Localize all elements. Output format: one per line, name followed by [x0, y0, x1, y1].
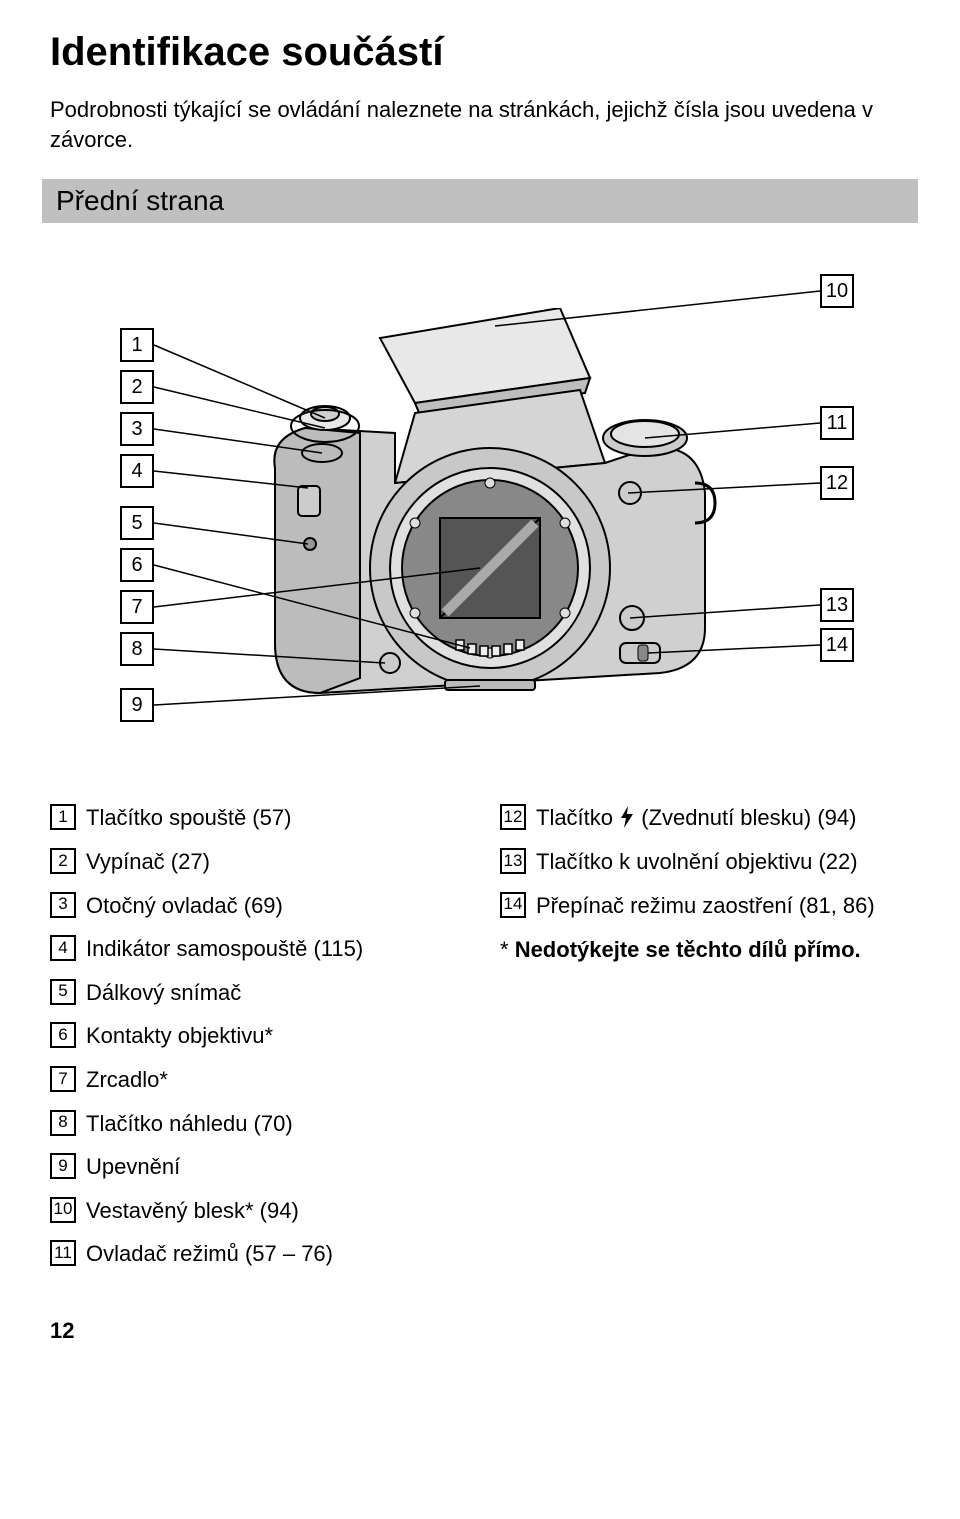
- callout-2: 2: [120, 370, 154, 404]
- item-number: 12: [500, 804, 526, 830]
- item-text: Upevnění: [86, 1147, 460, 1187]
- list-item: 4 Indikátor samospouště (115): [50, 929, 460, 969]
- list-item: 3 Otočný ovladač (69): [50, 886, 460, 926]
- item-number: 7: [50, 1066, 76, 1092]
- item-number: 11: [50, 1240, 76, 1266]
- callout-14: 14: [820, 628, 854, 662]
- list-item: 8 Tlačítko náhledu (70): [50, 1104, 460, 1144]
- item-text: Otočný ovladač (69): [86, 886, 460, 926]
- parts-list-right: 12 Tlačítko (Zvednutí blesku) (94) 13 Tlačí…: [500, 798, 910, 1278]
- item-text: Vypínač (27): [86, 842, 460, 882]
- item-number: 9: [50, 1153, 76, 1179]
- camera-diagram: 1234567891011121314: [50, 248, 910, 768]
- callout-7: 7: [120, 590, 154, 624]
- item-text: Tlačítko náhledu (70): [86, 1104, 460, 1144]
- list-item: 2 Vypínač (27): [50, 842, 460, 882]
- intro-text: Podrobnosti týkající se ovládání nalezne…: [50, 95, 910, 154]
- item-text: Zrcadlo*: [86, 1060, 460, 1100]
- list-item: 10 Vestavěný blesk* (94): [50, 1191, 460, 1231]
- page-title: Identifikace součástí: [50, 30, 910, 75]
- item-text: Vestavěný blesk* (94): [86, 1191, 460, 1231]
- camera-illustration: [250, 308, 730, 728]
- callout-12: 12: [820, 466, 854, 500]
- callout-9: 9: [120, 688, 154, 722]
- item-text: Ovladač režimů (57 – 76): [86, 1234, 460, 1274]
- footnote: * Nedotýkejte se těchto dílů přímo.: [500, 933, 910, 966]
- item-text: Dálkový snímač: [86, 973, 460, 1013]
- item-text: Indikátor samospouště (115): [86, 929, 460, 969]
- callout-4: 4: [120, 454, 154, 488]
- item-number: 6: [50, 1022, 76, 1048]
- item-number: 10: [50, 1197, 76, 1223]
- list-item: 7 Zrcadlo*: [50, 1060, 460, 1100]
- item-number: 4: [50, 935, 76, 961]
- list-item: 6 Kontakty objektivu*: [50, 1016, 460, 1056]
- callout-1: 1: [120, 328, 154, 362]
- item-text: Přepínač režimu zaostření (81, 86): [536, 886, 910, 926]
- callout-5: 5: [120, 506, 154, 540]
- callout-13: 13: [820, 588, 854, 622]
- parts-list-left: 1 Tlačítko spouště (57) 2 Vypínač (27) 3 Otoč…: [50, 798, 460, 1278]
- item-number: 2: [50, 848, 76, 874]
- list-item: 12 Tlačítko (Zvednutí blesku) (94): [500, 798, 910, 838]
- item-number: 13: [500, 848, 526, 874]
- callout-11: 11: [820, 406, 854, 440]
- flash-icon: [619, 808, 635, 830]
- item-text: Tlačítko (Zvednutí blesku) (94): [536, 798, 910, 838]
- callout-10: 10: [820, 274, 854, 308]
- item-text: Kontakty objektivu*: [86, 1016, 460, 1056]
- callout-3: 3: [120, 412, 154, 446]
- item-number: 5: [50, 979, 76, 1005]
- parts-list: 1 Tlačítko spouště (57) 2 Vypínač (27) 3 Otoč…: [50, 798, 910, 1278]
- page-number: 12: [50, 1318, 910, 1344]
- item-number: 3: [50, 892, 76, 918]
- list-item: 1 Tlačítko spouště (57): [50, 798, 460, 838]
- callout-8: 8: [120, 632, 154, 666]
- item-number: 1: [50, 804, 76, 830]
- item-number: 8: [50, 1110, 76, 1136]
- item-text: Tlačítko spouště (57): [86, 798, 460, 838]
- list-item: 13 Tlačítko k uvolnění objektivu (22): [500, 842, 910, 882]
- list-item: 14 Přepínač režimu zaostření (81, 86): [500, 886, 910, 926]
- callout-6: 6: [120, 548, 154, 582]
- item-number: 14: [500, 892, 526, 918]
- section-heading: Přední strana: [42, 179, 918, 223]
- list-item: 11 Ovladač režimů (57 – 76): [50, 1234, 460, 1274]
- list-item: 5 Dálkový snímač: [50, 973, 460, 1013]
- item-text: Tlačítko k uvolnění objektivu (22): [536, 842, 910, 882]
- list-item: 9 Upevnění: [50, 1147, 460, 1187]
